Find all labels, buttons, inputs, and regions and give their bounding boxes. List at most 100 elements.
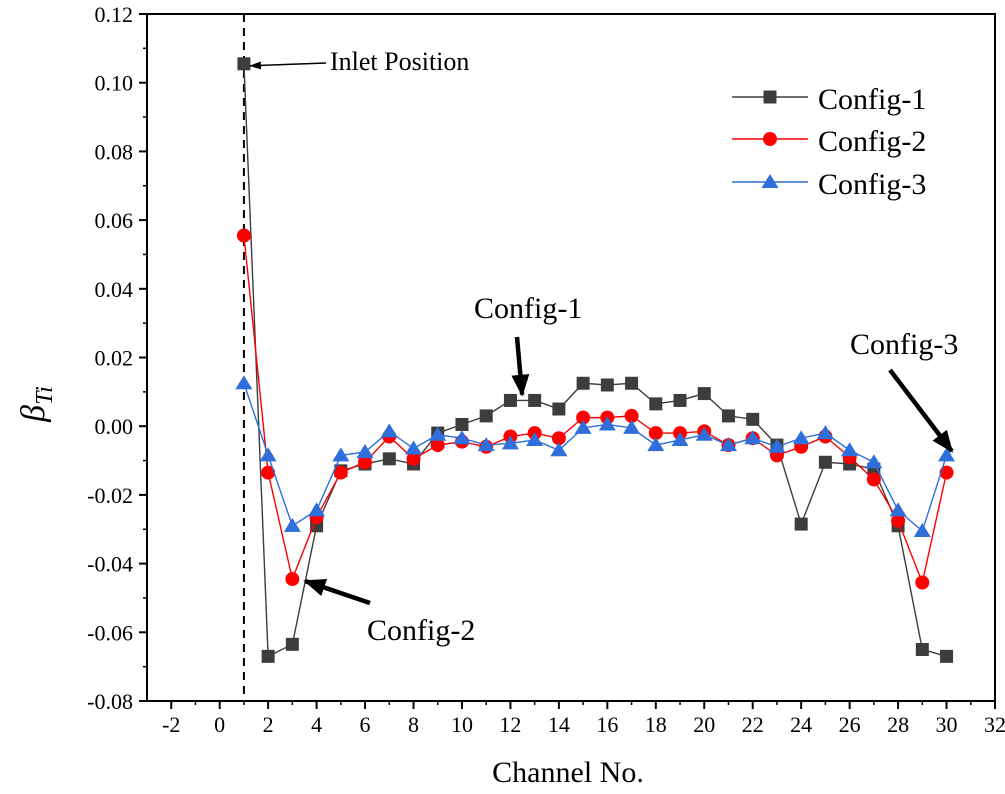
point-config-1 (746, 412, 760, 426)
y-axis-title-subscript: Ti (32, 386, 58, 405)
y-axis-title-symbol: β (15, 405, 52, 423)
arrow-config-3 (888, 368, 954, 453)
point-config-3 (429, 426, 447, 441)
point-config-3 (308, 502, 326, 517)
point-config-3 (889, 502, 907, 517)
x-tick-label: 24 (790, 712, 812, 737)
legend-marker (761, 174, 779, 188)
legend-marker (763, 132, 777, 146)
x-tick-label: 30 (936, 712, 958, 737)
point-config-1 (528, 393, 542, 407)
point-config-3 (913, 522, 931, 537)
point-config-1 (285, 637, 299, 651)
point-config-2 (915, 575, 930, 590)
arrow-inlet-position (248, 61, 327, 70)
y-axis-title: βTi (15, 386, 58, 423)
legend-label-config-1: Config-1 (818, 83, 926, 116)
point-config-3 (816, 425, 834, 440)
series-config-2 (236, 228, 954, 590)
point-config-3 (356, 443, 374, 458)
y-tick-label: -0.02 (87, 483, 133, 508)
point-config-3 (719, 437, 737, 452)
x-tick-label: 22 (742, 712, 764, 737)
point-config-1 (479, 409, 493, 423)
point-config-1 (600, 378, 614, 392)
x-tick-label: 0 (214, 712, 225, 737)
arrow-config-1 (511, 336, 530, 397)
legend-marker (763, 90, 777, 104)
point-config-3 (598, 416, 616, 431)
point-config-1 (576, 376, 590, 390)
point-config-1 (940, 649, 954, 663)
point-config-2 (358, 455, 373, 470)
x-tick-label: 8 (408, 712, 419, 737)
annotation-inlet-position: Inlet Position (330, 47, 469, 76)
y-tick-label: -0.06 (87, 620, 133, 645)
line-config-3 (243, 383, 948, 533)
point-config-2 (236, 228, 251, 243)
point-config-2 (866, 472, 881, 487)
point-config-3 (235, 375, 253, 390)
x-tick-label: 4 (311, 712, 322, 737)
point-config-2 (406, 451, 421, 466)
axes-layer: -2 0 2 4 6 8 10 12 14 16 18 20 22 24 26 28 30 32-0.08-0.0… (87, 2, 1005, 737)
y-tick-label: 0.04 (95, 277, 134, 302)
legend: Config-1 Config-2 Config-3 (732, 83, 926, 201)
point-config-1 (382, 452, 396, 466)
legend-item-config-1 (732, 90, 808, 104)
point-config-3 (259, 447, 277, 462)
point-config-1 (455, 417, 469, 431)
x-tick-label: -2 (162, 712, 180, 737)
point-config-1 (697, 387, 711, 401)
annotation-config-3: Config-3 (850, 328, 958, 361)
point-config-3 (477, 437, 495, 452)
x-tick-label: 18 (645, 712, 667, 737)
point-config-2 (261, 465, 276, 480)
x-tick-label: 12 (499, 712, 521, 737)
point-config-3 (744, 430, 762, 445)
point-config-3 (671, 431, 689, 446)
point-config-3 (647, 437, 665, 452)
point-config-2 (648, 426, 663, 441)
point-config-1 (673, 393, 687, 407)
legend-item-config-3 (732, 174, 808, 188)
point-config-3 (453, 430, 471, 445)
point-config-1 (552, 402, 566, 416)
y-tick-label: 0.06 (95, 208, 134, 233)
point-config-3 (938, 447, 956, 462)
point-config-1 (915, 642, 929, 656)
annotation-config-1: Config-1 (474, 292, 582, 325)
point-config-2 (624, 408, 639, 423)
point-config-1 (818, 455, 832, 469)
point-config-3 (841, 442, 859, 457)
point-config-3 (380, 423, 398, 438)
x-tick-label: 2 (263, 712, 274, 737)
point-config-1 (649, 397, 663, 411)
x-tick-label: 28 (887, 712, 909, 737)
y-tick-label: 0.08 (95, 139, 134, 164)
y-tick-label: -0.08 (87, 689, 133, 714)
point-config-2 (939, 465, 954, 480)
point-config-3 (695, 426, 713, 441)
point-config-2 (430, 438, 445, 453)
point-config-1 (625, 376, 639, 390)
x-tick-label: 10 (451, 712, 473, 737)
point-config-1 (261, 649, 275, 663)
legend-item-config-2 (732, 132, 808, 146)
point-config-3 (768, 438, 786, 453)
point-config-3 (574, 419, 592, 434)
point-config-2 (285, 572, 300, 587)
point-config-3 (526, 431, 544, 446)
point-config-3 (550, 442, 568, 457)
point-config-3 (501, 435, 519, 450)
point-config-3 (283, 517, 301, 532)
point-config-1 (237, 57, 251, 71)
x-tick-label: 16 (596, 712, 618, 737)
point-config-2 (333, 465, 348, 480)
y-tick-label: 0.10 (95, 71, 134, 96)
x-tick-label: 26 (839, 712, 861, 737)
point-config-3 (405, 440, 423, 455)
y-tick-label: -0.04 (87, 552, 133, 577)
point-config-3 (332, 447, 350, 462)
